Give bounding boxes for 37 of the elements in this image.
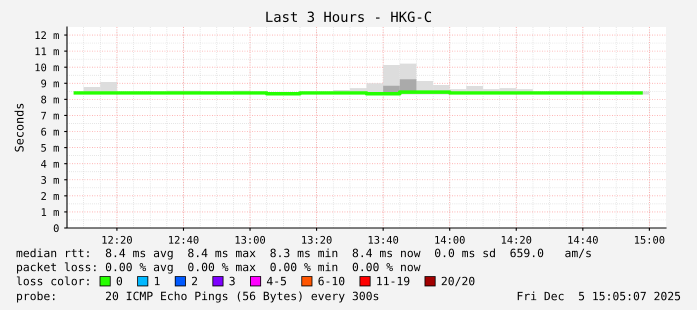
legend-label: 1	[154, 276, 160, 286]
y-tick-label: 4 m	[41, 160, 59, 168]
y-tick-label: 1 m	[42, 208, 59, 216]
y-tick-label: 0	[54, 224, 59, 232]
y-tick-label: 6 m	[41, 128, 59, 136]
y-axis-title: Seconds	[14, 104, 24, 152]
x-tick-label: 12:20	[102, 236, 132, 244]
y-tick-label: 2 m	[41, 192, 59, 200]
text: Fri Dec 5 15:05:07 2025	[518, 292, 680, 300]
text: median rtt: 8.4 ms avg 8.4 ms max 8.3 ms min 8.4 ms now 0.0 ms sd 659.0 am/s	[16, 248, 591, 260]
x-tick-label: 14:40	[568, 236, 598, 244]
legend-label: 11-19	[377, 276, 410, 286]
x-tick-label: 15:00	[634, 236, 664, 244]
y-tick-label: 3 m	[41, 176, 59, 184]
x-tick-label: 13:00	[236, 236, 266, 244]
legend-label: 20/20	[442, 276, 474, 286]
legend-title: loss color:	[16, 276, 89, 286]
x-tick-label: 13:20	[302, 236, 332, 244]
text: packet loss: 0.00 % avg 0.00 % max 0.00 % min 0.00 % now	[17, 262, 421, 274]
x-tick-label: 14:00	[435, 236, 465, 244]
y-tick-label: 10 m	[36, 63, 59, 72]
x-tick-label: 13:40	[368, 236, 398, 244]
y-tick-label: 11 m	[36, 48, 59, 56]
y-tick-label: 7 m	[41, 112, 59, 120]
legend-label: 3	[230, 276, 235, 286]
x-tick-label: 12:40	[169, 236, 198, 244]
y-tick-label: 9 m	[41, 80, 59, 88]
text: probe: 20 ICMP Echo Pings (56 Bytes) every 300s	[17, 291, 378, 303]
y-tick-label: 12 m	[36, 31, 59, 40]
y-tick-label: 5 m	[41, 144, 59, 152]
chart-title: Last 3 Hours - HKG-C	[266, 12, 432, 22]
legend-label: 2	[192, 276, 198, 286]
y-tick-label: 8 m	[41, 96, 59, 104]
legend-label: 0	[116, 276, 122, 286]
legend-label: 6-10	[318, 276, 344, 286]
x-tick-label: 14:20	[502, 236, 532, 244]
legend-label: 4-5	[266, 276, 286, 286]
